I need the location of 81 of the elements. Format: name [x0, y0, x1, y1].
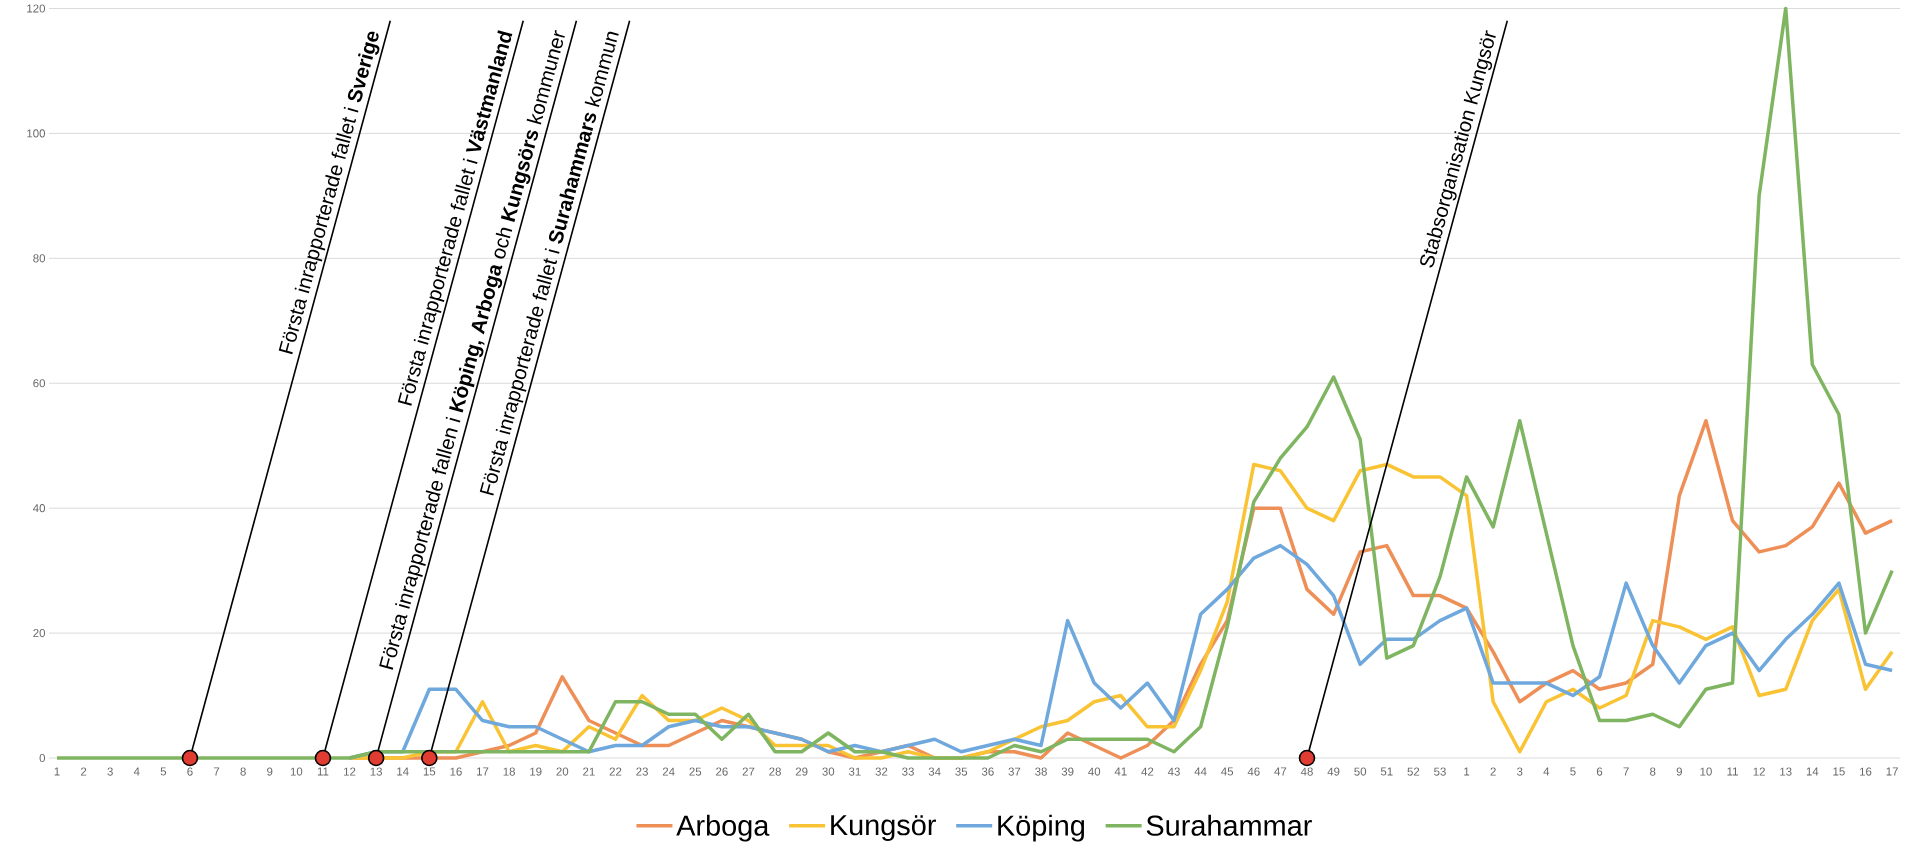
- x-tick-label: 46: [1247, 767, 1260, 776]
- x-tick-label: 35: [955, 767, 968, 776]
- x-tick-label: 7: [1623, 767, 1629, 776]
- y-tick-label: 40: [33, 504, 46, 513]
- x-tick-label: 8: [240, 767, 246, 776]
- x-tick-label: 38: [1035, 767, 1047, 776]
- x-tick-label: 28: [769, 767, 781, 776]
- x-tick-label: 5: [1570, 767, 1576, 776]
- legend-label: Kungsör: [831, 815, 936, 842]
- y-tick-label: 100: [27, 129, 46, 138]
- x-tick-label: 44: [1194, 767, 1207, 776]
- x-tick-label: 11: [1727, 767, 1738, 776]
- x-tick-label: 37: [1008, 767, 1021, 776]
- y-tick-label: 0: [39, 753, 46, 763]
- x-tick-label: 31: [848, 767, 861, 776]
- x-tick-label: 50: [1354, 767, 1367, 776]
- x-tick-label: 48: [1300, 767, 1313, 776]
- x-tick-label: 41: [1114, 767, 1127, 776]
- x-tick-label: 36: [981, 767, 994, 776]
- x-tick-label: 8: [1650, 767, 1656, 776]
- x-tick-label: 15: [1833, 767, 1845, 776]
- x-tick-label: 1: [54, 767, 60, 776]
- y-tick-label: 60: [33, 379, 46, 388]
- x-tick-label: 6: [1596, 767, 1603, 776]
- x-tick-label: 4: [1543, 767, 1550, 776]
- x-tick-label: 53: [1434, 767, 1446, 776]
- x-tick-label: 16: [1860, 767, 1872, 776]
- x-tick-label: 23: [636, 767, 648, 776]
- legend-label: Arboga: [676, 814, 770, 842]
- x-tick-label: 14: [1806, 767, 1819, 776]
- x-tick-label: 3: [107, 767, 113, 776]
- x-tick-label: 17: [1886, 767, 1898, 776]
- x-tick-label: 39: [1061, 767, 1074, 776]
- x-tick-label: 20: [556, 767, 569, 776]
- x-tick-label: 2: [1490, 767, 1496, 776]
- x-tick-label: 2: [80, 767, 87, 776]
- x-tick-label: 12: [344, 767, 356, 776]
- x-tick-label: 13: [370, 767, 382, 776]
- x-tick-label: 47: [1274, 767, 1287, 776]
- x-tick-label: 42: [1141, 767, 1154, 776]
- x-tick-label: 40: [1088, 767, 1101, 776]
- legend-label: Köping: [998, 814, 1085, 842]
- x-tick-label: 14: [397, 767, 409, 776]
- x-tick-label: 9: [267, 767, 273, 776]
- y-tick-label: 20: [33, 629, 46, 638]
- x-tick-label: 49: [1327, 767, 1340, 776]
- x-tick-label: 24: [662, 767, 675, 776]
- x-tick-label: 6: [187, 767, 193, 776]
- x-tick-label: 22: [609, 767, 622, 776]
- x-tick-label: 9: [1676, 767, 1682, 776]
- x-tick-label: 43: [1167, 767, 1180, 776]
- x-tick-label: 11: [317, 767, 329, 776]
- x-tick-label: 12: [1753, 767, 1765, 776]
- x-tick-label: 19: [530, 767, 542, 776]
- x-tick-label: 21: [583, 767, 595, 776]
- x-tick-label: 3: [1517, 767, 1523, 776]
- x-tick-label: 45: [1221, 767, 1234, 776]
- x-tick-label: 18: [503, 767, 515, 776]
- x-tick-label: 30: [822, 767, 835, 776]
- x-tick-label: 26: [716, 767, 728, 776]
- legend-label: Surahammar: [1146, 814, 1312, 836]
- x-tick-label: 32: [875, 767, 888, 776]
- x-tick-label: 51: [1380, 767, 1393, 776]
- x-tick-label: 27: [742, 767, 755, 776]
- x-tick-label: 7: [213, 767, 220, 776]
- x-tick-label: 13: [1780, 767, 1792, 776]
- x-tick-label: 17: [477, 767, 489, 776]
- x-tick-label: 16: [450, 767, 462, 776]
- x-tick-label: 4: [133, 767, 140, 776]
- y-tick-label: 80: [33, 254, 46, 263]
- x-tick-label: 34: [928, 767, 941, 776]
- x-tick-label: 29: [795, 767, 808, 776]
- x-tick-label: 1: [1464, 767, 1470, 776]
- x-tick-label: 15: [423, 767, 436, 776]
- x-tick-label: 52: [1407, 767, 1420, 776]
- y-tick-label: 120: [27, 4, 46, 13]
- x-tick-label: 5: [160, 767, 167, 776]
- x-tick-label: 25: [689, 767, 702, 776]
- x-tick-label: 10: [1700, 767, 1712, 776]
- x-tick-label: 33: [902, 767, 914, 776]
- x-tick-label: 10: [290, 767, 303, 776]
